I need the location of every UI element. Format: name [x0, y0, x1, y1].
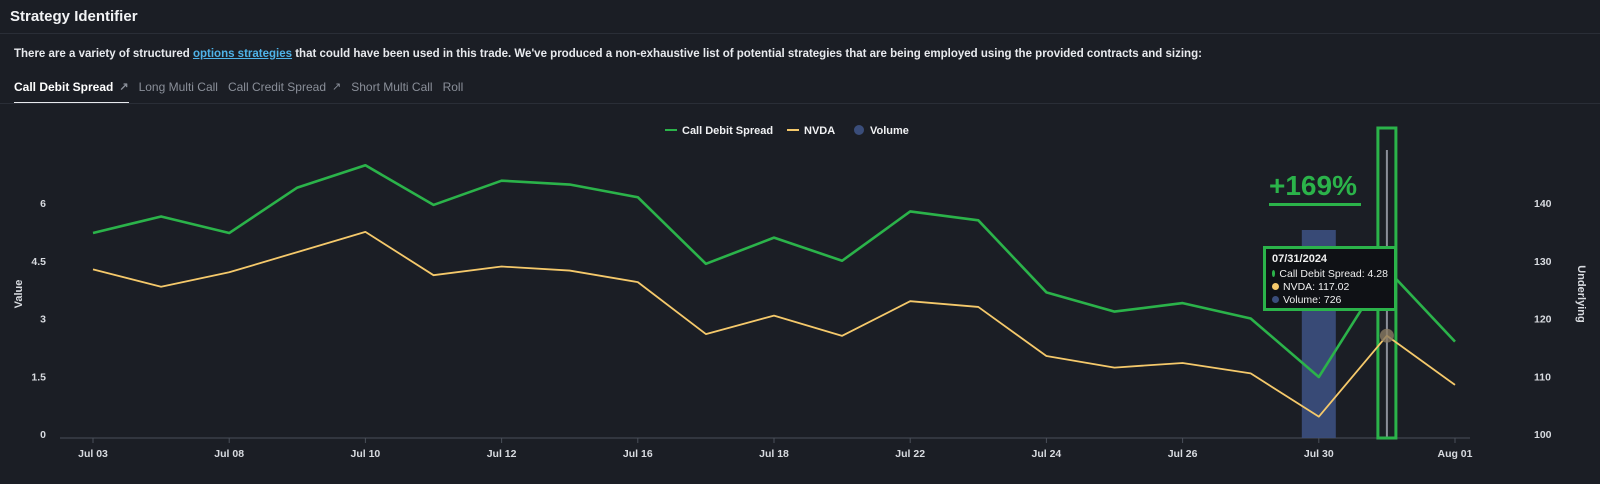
y2-tick-label: 140: [1534, 198, 1552, 210]
x-tick-label: Jul 16: [623, 448, 653, 460]
x-tick-label: Jul 18: [759, 448, 789, 460]
tab-label: Call Debit Spread: [14, 80, 114, 94]
y2-tick-label: 110: [1534, 371, 1551, 383]
description-text: There are a variety of structured option…: [14, 48, 1202, 60]
description-before: There are a variety of structured: [14, 48, 193, 60]
gain-underline: [1269, 203, 1361, 206]
tooltip-dot: [1272, 270, 1276, 277]
call-debit-spread-line[interactable]: [92, 163, 1456, 379]
chart-tooltip: 07/31/2024 Call Debit Spread: 4.28 NVDA:…: [1263, 246, 1397, 311]
tooltip-row-label: Call Debit Spread: 4.28: [1279, 267, 1388, 280]
tooltip-row: Volume: 726: [1272, 293, 1388, 306]
tab-short-multi-call[interactable]: Short Multi Call: [351, 80, 432, 104]
y-tick-label: 4.5: [31, 256, 46, 268]
tooltip-dot: [1272, 296, 1279, 303]
x-tick-label: Jul 08: [214, 448, 244, 460]
tooltip-dot: [1272, 283, 1279, 290]
legend-swatch: [854, 125, 864, 135]
y-tick-label: 6: [40, 198, 46, 210]
strategy-tabs: Call Debit Spread ↗ Long Multi Call Call…: [14, 80, 473, 104]
tooltip-row: Call Debit Spread: 4.28: [1272, 267, 1388, 280]
y-tick-label: 3: [40, 314, 46, 326]
y-axis-label: Value: [13, 280, 25, 309]
tooltip-row: NVDA: 117.02: [1272, 280, 1388, 293]
panel-header: Strategy Identifier: [0, 0, 1600, 34]
tab-label: Long Multi Call: [138, 80, 218, 94]
x-tick-label: Jul 03: [78, 448, 108, 460]
x-tick-label: Jul 30: [1304, 448, 1334, 460]
legend-label: NVDA: [804, 125, 835, 137]
x-tick-label: Jul 24: [1032, 448, 1062, 460]
tooltip-row-label: NVDA: 117.02: [1283, 280, 1350, 293]
nvda-line[interactable]: [92, 230, 1456, 418]
tab-label: Call Credit Spread: [227, 80, 326, 94]
tab-label: Short Multi Call: [351, 80, 433, 94]
external-arrow-icon: ↗: [332, 81, 342, 93]
y-tick-label: 0: [40, 429, 46, 441]
gain-annotation: +169%: [1269, 170, 1357, 201]
tooltip-row-label: Volume: 726: [1283, 293, 1342, 306]
x-tick-label: Jul 12: [487, 448, 517, 460]
description-after: that could have been used in this trade.…: [292, 48, 1202, 60]
tab-long-multi-call[interactable]: Long Multi Call: [139, 80, 218, 104]
legend-label: Call Debit Spread: [682, 125, 773, 137]
tab-call-debit-spread[interactable]: Call Debit Spread ↗: [14, 80, 129, 104]
options-strategies-link[interactable]: options strategies: [192, 48, 293, 60]
legend-label: Volume: [870, 125, 909, 137]
y-tick-label: 1.5: [31, 371, 46, 383]
y2-tick-label: 130: [1534, 256, 1552, 268]
tooltip-date: 07/31/2024: [1272, 253, 1328, 265]
tabs-divider: [0, 103, 1600, 104]
y2-tick-label: 100: [1534, 429, 1552, 441]
x-tick-label: Aug 01: [1437, 448, 1472, 460]
tab-roll[interactable]: Roll: [443, 80, 464, 104]
y2-tick-label: 120: [1534, 314, 1552, 326]
y2-axis-label: Underlying: [1575, 265, 1587, 322]
x-tick-label: Jul 22: [895, 448, 925, 460]
tab-call-credit-spread[interactable]: Call Credit Spread ↗: [228, 80, 341, 104]
x-tick-label: Jul 26: [1168, 448, 1198, 460]
hover-marker: [1379, 328, 1394, 343]
x-tick-label: Jul 10: [351, 448, 381, 460]
page-title: Strategy Identifier: [10, 8, 138, 25]
tab-label: Roll: [442, 80, 464, 94]
external-arrow-icon: ↗: [119, 81, 129, 93]
